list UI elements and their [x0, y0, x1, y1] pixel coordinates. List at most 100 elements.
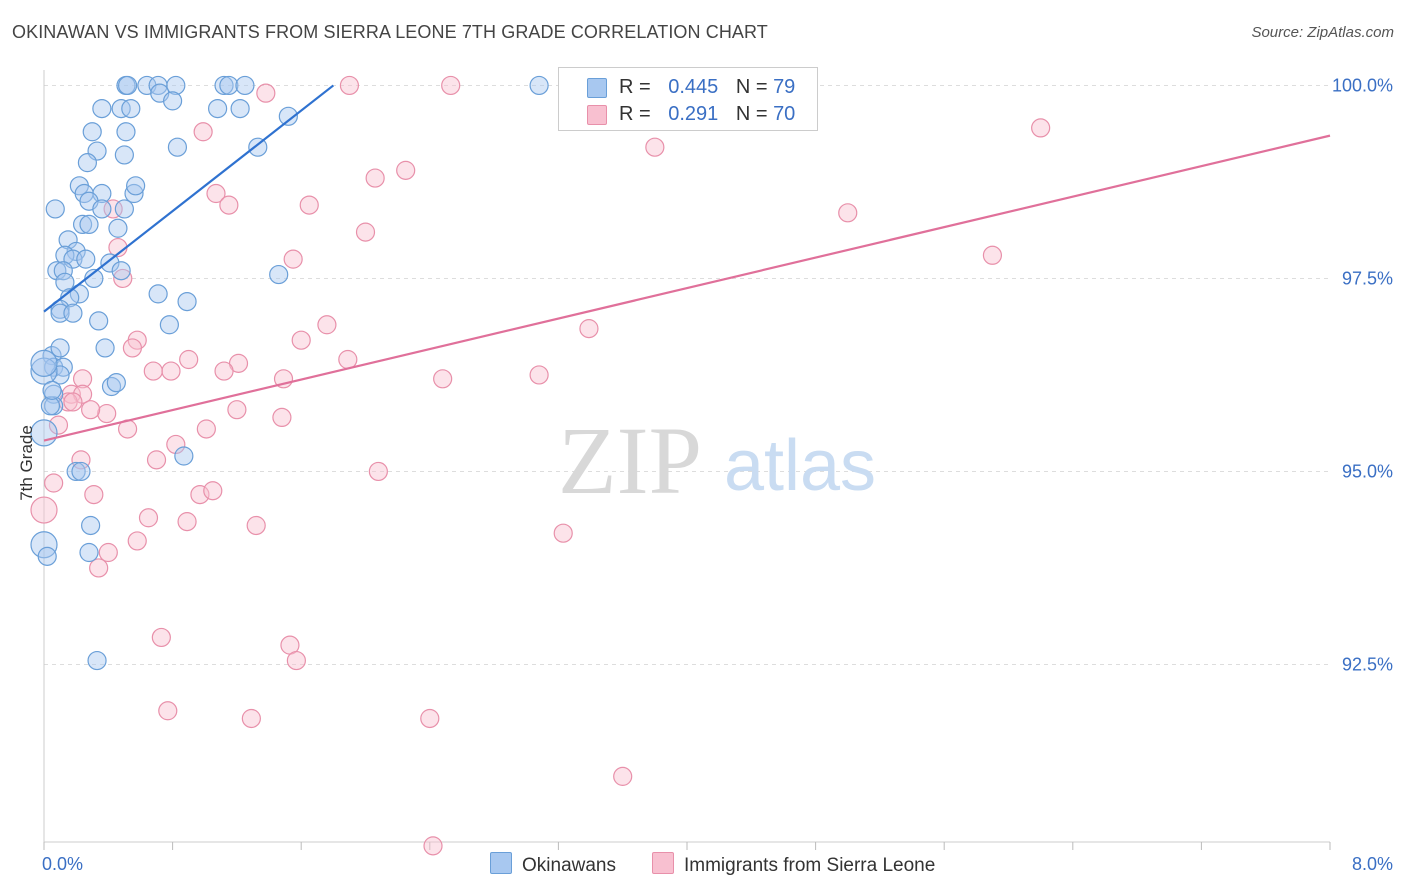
gridlines: [44, 84, 1330, 665]
y-tick-label: 95.0%: [1342, 461, 1393, 481]
okinawan-point: [117, 75, 138, 96]
sierra-leone-point: [177, 512, 197, 532]
sierra-leone-point: [190, 485, 210, 505]
sierra-leone-point: [420, 708, 440, 729]
legend-swatch-blue: [587, 78, 607, 98]
okinawan-point: [92, 98, 112, 119]
sierra-leone-point: [219, 195, 239, 215]
x-tick-label-max: 8.0%: [1352, 854, 1393, 874]
okinawan-point: [95, 338, 115, 358]
okinawan-point: [121, 98, 141, 119]
sierra-leone-point: [272, 407, 292, 427]
legend-item-sierra-leone[interactable]: Immigrants from Sierra Leone: [652, 852, 935, 877]
sierra-leone-point: [246, 515, 266, 536]
okinawan-point: [126, 176, 146, 196]
x-tick-labels: 0.0% 8.0%: [42, 854, 1393, 874]
sierra-leone-point: [89, 558, 109, 578]
okinawan-point: [89, 311, 109, 331]
okinawan-point: [248, 137, 268, 157]
sierra-leone-point: [179, 349, 199, 370]
sierra-leone-point: [143, 361, 163, 381]
sierra-leone-point: [283, 249, 303, 269]
sierra-leone-point: [48, 415, 69, 435]
okinawan-point: [71, 461, 91, 482]
okinawan-point: [30, 349, 58, 377]
sierra-leone-point: [193, 122, 213, 142]
okinawan-point: [40, 396, 61, 416]
sierra-leone-point: [1031, 118, 1051, 138]
sierra-leone-point: [368, 461, 388, 482]
sierra-leone-point: [97, 403, 117, 424]
watermark-zip: ZIP: [558, 407, 702, 514]
legend-n-label: N =: [735, 103, 768, 125]
okinawan-point: [55, 272, 75, 292]
okinawan-point: [235, 75, 255, 96]
okinawan-point: [219, 75, 239, 96]
sierra-leone-point: [151, 627, 171, 648]
okinawan-point: [114, 145, 134, 165]
legend-item-okinawans[interactable]: Okinawans: [490, 852, 616, 877]
sierra-leone-point: [982, 245, 1003, 265]
okinawans-trend-line: [43, 84, 335, 313]
sierra-leone-point: [196, 419, 216, 439]
okinawan-point: [114, 199, 134, 219]
sierra-leone-point: [286, 650, 306, 671]
sierra-leone-point: [553, 523, 573, 543]
okinawan-point: [214, 75, 234, 96]
sierra-leone-point: [103, 199, 123, 219]
okinawan-point: [76, 249, 96, 269]
okinawan-point: [163, 91, 183, 111]
okinawan-point: [167, 137, 188, 157]
sierra-leone-point: [81, 400, 101, 420]
legend-n-value: 79: [773, 76, 796, 98]
legend-r-value: 0.445: [668, 76, 719, 98]
sierra-leone-point: [206, 183, 226, 204]
okinawan-point: [106, 373, 126, 393]
okinawan-point: [66, 461, 86, 482]
okinawan-point: [148, 284, 168, 304]
okinawan-point: [44, 357, 64, 377]
sierra-leone-point: [423, 836, 443, 856]
sierra-leone-point: [113, 268, 133, 289]
sierra-leone-point: [338, 349, 358, 370]
okinawan-point: [100, 253, 120, 273]
okinawan-point: [45, 199, 65, 219]
axes: [43, 70, 1331, 850]
sierra-leone-point: [30, 496, 58, 524]
okinawan-point: [30, 357, 58, 385]
legend-label-okinawans: Okinawans: [522, 855, 616, 876]
sierra-leone-point: [44, 473, 64, 493]
okinawan-point: [278, 106, 298, 126]
legend-swatch-blue: [490, 852, 512, 874]
sierra-leone-point: [241, 708, 261, 729]
sierra-leone-point: [355, 222, 376, 242]
okinawan-point: [116, 122, 136, 142]
sierra-leone-point: [579, 319, 599, 339]
sierra-leone-point: [396, 160, 416, 180]
okinawan-point: [269, 264, 289, 285]
source-credit: Source: ZipAtlas.com: [1251, 24, 1394, 41]
sierra-leone-point: [138, 508, 159, 528]
series-immigrants-sierra-leone-points: [30, 75, 1051, 856]
okinawan-point: [166, 75, 186, 96]
okinawan-point: [529, 75, 549, 96]
x-tick-label-min: 0.0%: [42, 854, 83, 874]
sierra-leone-point: [433, 369, 453, 389]
okinawan-point: [50, 338, 70, 358]
okinawan-point: [124, 183, 144, 204]
legend-swatch-pink: [587, 105, 607, 125]
sierra-leone-point: [71, 450, 91, 470]
okinawan-point: [108, 218, 128, 238]
stats-legend: R = 0.445 N = 79 R = 0.291 N = 70: [558, 67, 818, 131]
sierra-leone-point: [441, 75, 461, 96]
y-tick-label: 92.5%: [1342, 654, 1393, 674]
legend-r-label: R =: [619, 103, 651, 125]
legend-n-value: 70: [773, 103, 796, 125]
series-okinawans-points: [30, 75, 549, 671]
sierra-leone-point: [227, 400, 247, 420]
sierra-leone-point: [161, 361, 181, 381]
okinawan-point: [77, 153, 98, 173]
sierra-leone-point: [613, 766, 633, 786]
sierra-leone-point: [214, 361, 234, 381]
